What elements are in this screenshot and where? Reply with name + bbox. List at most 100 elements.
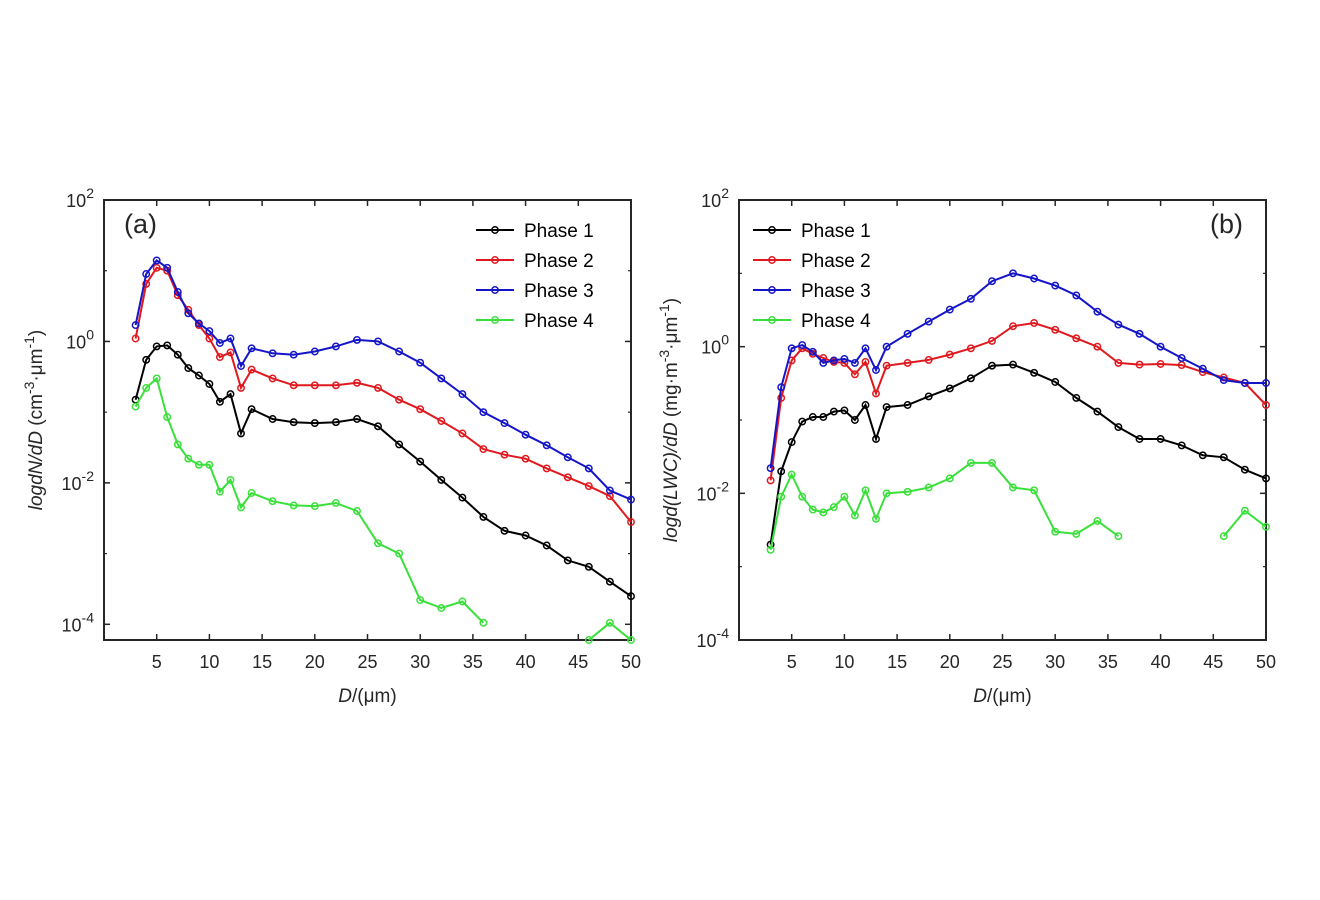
data-point bbox=[861, 357, 870, 366]
data-point bbox=[437, 604, 446, 612]
data-point bbox=[1072, 334, 1081, 343]
x-tick-label: 50 bbox=[1256, 652, 1276, 672]
data-point bbox=[605, 618, 614, 627]
data-point bbox=[872, 514, 880, 523]
data-point bbox=[988, 361, 996, 370]
legend-entry-label: Phase 1 bbox=[524, 221, 594, 242]
data-point bbox=[289, 418, 298, 427]
series-line bbox=[588, 621, 632, 641]
series-1 bbox=[131, 341, 635, 601]
legend-marker bbox=[491, 256, 499, 264]
data-point bbox=[850, 416, 859, 424]
data-point bbox=[416, 358, 425, 367]
legend-entry-label: Phase 2 bbox=[801, 251, 871, 272]
data-point bbox=[289, 381, 298, 390]
data-point bbox=[966, 294, 975, 303]
data-point bbox=[353, 415, 361, 423]
data-point bbox=[237, 362, 245, 370]
series-line bbox=[134, 376, 485, 624]
data-point bbox=[584, 636, 593, 644]
data-point bbox=[882, 403, 891, 412]
data-point bbox=[247, 365, 256, 374]
series-line bbox=[769, 272, 1266, 469]
data-point bbox=[1262, 522, 1270, 531]
data-point bbox=[152, 342, 161, 351]
data-point bbox=[184, 309, 193, 318]
data-point bbox=[829, 356, 838, 365]
y-tick-label: 10-4 bbox=[62, 609, 95, 635]
x-tick-label: 45 bbox=[1203, 652, 1223, 672]
data-point bbox=[310, 502, 319, 511]
y-tick-label: 10-2 bbox=[697, 478, 730, 504]
data-point bbox=[131, 321, 140, 330]
data-point bbox=[1093, 407, 1102, 416]
data-point bbox=[395, 440, 404, 449]
data-point bbox=[173, 440, 182, 449]
x-tick-label: 5 bbox=[787, 652, 797, 672]
data-point bbox=[458, 429, 467, 438]
data-point bbox=[819, 358, 828, 367]
data-point bbox=[861, 401, 870, 409]
data-point bbox=[142, 279, 151, 288]
data-point bbox=[882, 489, 891, 498]
data-point bbox=[353, 507, 361, 515]
data-point bbox=[1114, 358, 1123, 367]
data-point bbox=[988, 458, 996, 467]
data-point bbox=[1009, 322, 1017, 331]
data-point bbox=[627, 518, 635, 526]
data-point bbox=[395, 549, 404, 558]
data-point bbox=[479, 512, 488, 521]
x-tick-label: 50 bbox=[621, 652, 641, 672]
data-point bbox=[184, 364, 193, 373]
x-axis-label: D/(μm) bbox=[338, 686, 396, 707]
x-tick-label: 40 bbox=[516, 652, 536, 672]
data-point bbox=[163, 413, 172, 422]
data-point bbox=[215, 339, 224, 347]
data-point bbox=[840, 406, 849, 415]
data-point bbox=[226, 475, 235, 484]
data-point bbox=[924, 317, 933, 326]
data-point bbox=[605, 486, 614, 495]
data-point bbox=[627, 495, 635, 504]
data-point bbox=[808, 347, 817, 356]
data-point bbox=[1072, 529, 1081, 538]
data-point bbox=[395, 395, 404, 404]
data-point bbox=[1135, 329, 1144, 338]
data-point bbox=[416, 405, 425, 414]
data-point bbox=[521, 454, 530, 463]
data-point bbox=[479, 445, 488, 454]
legend-entry-label: Phase 3 bbox=[801, 281, 871, 302]
data-point bbox=[1262, 401, 1270, 409]
data-point bbox=[945, 350, 954, 359]
data-point bbox=[1093, 307, 1102, 316]
legend-marker bbox=[768, 286, 776, 294]
data-point bbox=[205, 460, 214, 469]
data-point bbox=[395, 347, 404, 356]
data-point bbox=[819, 508, 828, 517]
data-point bbox=[353, 335, 361, 344]
data-point bbox=[924, 392, 933, 401]
data-point bbox=[458, 390, 467, 399]
data-point bbox=[829, 407, 838, 416]
data-point bbox=[627, 592, 635, 601]
data-point bbox=[903, 487, 912, 496]
data-point bbox=[1009, 483, 1017, 492]
data-point bbox=[331, 381, 340, 390]
data-point bbox=[1030, 319, 1039, 327]
data-point bbox=[563, 556, 572, 565]
data-point bbox=[798, 492, 807, 501]
data-point bbox=[850, 370, 859, 379]
data-point bbox=[1051, 281, 1060, 290]
data-point bbox=[374, 337, 382, 346]
data-point bbox=[374, 383, 382, 392]
data-point bbox=[500, 450, 509, 459]
data-point bbox=[310, 347, 319, 356]
legend-entry-label: Phase 3 bbox=[524, 281, 594, 302]
x-tick-label: 15 bbox=[252, 652, 272, 672]
data-point bbox=[766, 545, 775, 554]
data-point bbox=[268, 415, 277, 423]
legend-marker bbox=[491, 286, 499, 294]
data-point bbox=[1135, 360, 1144, 369]
y-tick-label: 102 bbox=[701, 185, 729, 211]
